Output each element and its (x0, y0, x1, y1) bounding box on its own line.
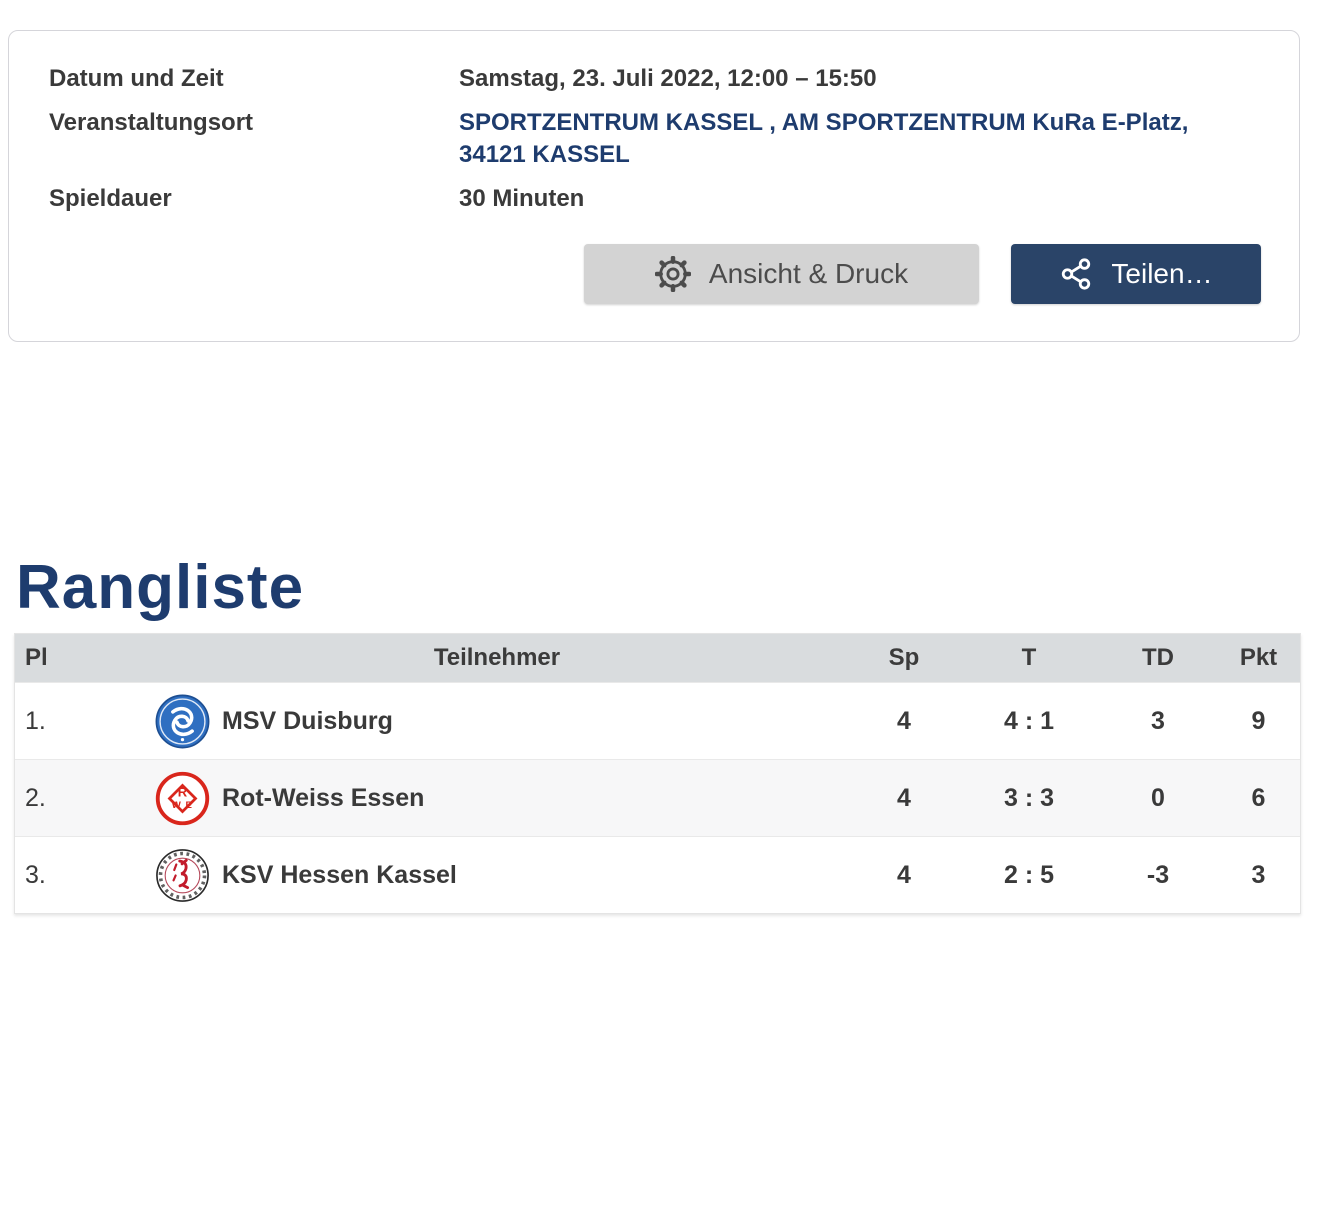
venue-label: Veranstaltungsort (49, 109, 254, 136)
date-label: Datum und Zeit (49, 65, 224, 92)
share-button-label: Teilen… (1111, 258, 1213, 289)
sp-cell: 4 (897, 783, 911, 812)
table-row[interactable]: 3. KSV Hessen Kassel 4 2 : 5 -3 3 (15, 836, 1300, 913)
info-row-venue: Veranstaltungsort SPORTZENTRUM KASSEL , … (49, 107, 1259, 171)
svg-text:E: E (185, 800, 192, 811)
ksv-hessen-kassel-logo (155, 848, 210, 903)
ranking-table-header: Pl Teilnehmer Sp T TD Pkt (15, 634, 1300, 682)
place-cell: 1. (25, 706, 46, 735)
pkt-cell: 3 (1251, 860, 1266, 889)
place-cell: 2. (25, 783, 46, 812)
sp-cell: 4 (897, 706, 911, 735)
svg-text:R: R (178, 784, 188, 799)
td-cell: -3 (1146, 860, 1170, 889)
venue-link[interactable]: SPORTZENTRUM KASSEL , AM SPORTZENTRUM Ku… (459, 109, 1189, 168)
info-row-date: Datum und Zeit Samstag, 23. Juli 2022, 1… (49, 63, 1259, 95)
team-cell: R W E Rot-Weiss Essen (145, 771, 849, 826)
table-row[interactable]: 2. R W E Rot-Weiss Essen 4 3 : 3 0 6 (15, 759, 1300, 836)
msv-duisburg-logo (155, 694, 210, 749)
svg-text:W: W (172, 800, 182, 811)
team-name: KSV Hessen Kassel (222, 860, 457, 889)
team-name: Rot-Weiss Essen (222, 783, 425, 812)
date-value: Samstag, 23. Juli 2022, 12:00 – 15:50 (459, 65, 877, 92)
team-name: MSV Duisburg (222, 706, 393, 735)
t-cell: 4 : 1 (1003, 706, 1055, 735)
share-icon (1059, 257, 1093, 291)
sp-cell: 4 (897, 860, 911, 889)
td-cell: 0 (1151, 783, 1165, 812)
pkt-cell: 6 (1251, 783, 1266, 812)
col-header-td: TD (1142, 644, 1174, 671)
table-row[interactable]: 1. MSV Duisburg 4 4 : 1 3 9 (15, 682, 1300, 759)
team-cell: KSV Hessen Kassel (145, 848, 849, 903)
info-row-duration: Spieldauer 30 Minuten (49, 183, 1259, 215)
view-print-button[interactable]: Ansicht & Druck (584, 244, 979, 304)
col-header-teilnehmer: Teilnehmer (433, 644, 561, 671)
event-info-card: Datum und Zeit Samstag, 23. Juli 2022, 1… (8, 30, 1300, 342)
col-header-pkt: Pkt (1239, 644, 1278, 671)
t-cell: 3 : 3 (1003, 783, 1055, 812)
gear-icon (654, 256, 691, 292)
place-cell: 3. (25, 860, 46, 889)
team-cell: MSV Duisburg (145, 694, 849, 749)
event-info-grid: Datum und Zeit Samstag, 23. Juli 2022, 1… (9, 31, 1299, 215)
card-button-row: Ansicht & Druck Teilen… (584, 244, 1261, 304)
duration-label: Spieldauer (49, 185, 172, 212)
ranking-table: Pl Teilnehmer Sp T TD Pkt 1. MSV Duisbur… (14, 633, 1301, 914)
share-button[interactable]: Teilen… (1011, 244, 1261, 304)
rot-weiss-essen-logo: R W E (155, 771, 210, 826)
td-cell: 3 (1151, 706, 1165, 735)
col-header-t: T (1021, 644, 1037, 671)
col-header-sp: Sp (888, 644, 920, 671)
col-header-pl: Pl (25, 644, 48, 671)
pkt-cell: 9 (1251, 706, 1266, 735)
view-print-button-label: Ansicht & Druck (708, 258, 909, 289)
duration-value: 30 Minuten (459, 185, 585, 212)
t-cell: 2 : 5 (1003, 860, 1055, 889)
rangliste-title: Rangliste (16, 553, 305, 622)
